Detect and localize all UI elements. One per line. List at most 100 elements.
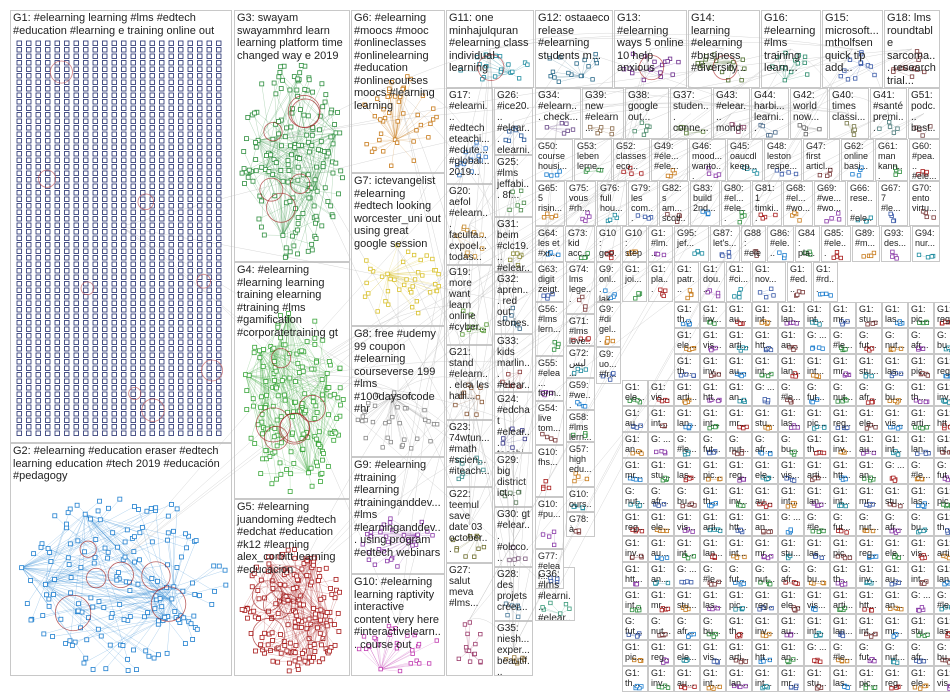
vertex-node[interactable] <box>666 174 670 178</box>
vertex-node[interactable] <box>112 191 117 196</box>
vertex-node[interactable] <box>46 223 51 228</box>
vertex-node[interactable] <box>245 408 249 412</box>
vertex-node[interactable] <box>198 353 203 358</box>
vertex-node[interactable] <box>27 275 32 280</box>
vertex-node[interactable] <box>281 179 285 183</box>
vertex-node[interactable] <box>160 197 165 202</box>
vertex-node[interactable] <box>132 648 136 652</box>
vertex-node[interactable] <box>370 150 374 154</box>
vertex-node[interactable] <box>126 657 130 661</box>
vertex-node[interactable] <box>103 399 108 404</box>
vertex-node[interactable] <box>98 518 102 522</box>
vertex-node[interactable] <box>17 282 22 287</box>
vertex-node[interactable] <box>197 593 201 597</box>
vertex-node[interactable] <box>179 87 184 92</box>
vertex-node[interactable] <box>552 543 556 547</box>
vertex-node[interactable] <box>416 311 420 315</box>
vertex-node[interactable] <box>65 132 70 137</box>
vertex-node[interactable] <box>131 334 136 339</box>
vertex-node[interactable] <box>189 622 193 626</box>
group-panel-g8[interactable]: G8: free #udemy 99 coupon #elearning cou… <box>351 326 445 457</box>
vertex-node[interactable] <box>84 93 89 98</box>
group-panel-g25[interactable]: G25: #lms jeffabi... 8f... <box>494 155 533 217</box>
vertex-node[interactable] <box>160 67 165 72</box>
vertex-node[interactable] <box>198 256 203 261</box>
vertex-node[interactable] <box>315 189 319 193</box>
vertex-node[interactable] <box>96 509 100 513</box>
vertex-node[interactable] <box>27 152 32 157</box>
vertex-node[interactable] <box>188 67 193 72</box>
vertex-node[interactable] <box>290 153 294 157</box>
vertex-node[interactable] <box>588 215 592 219</box>
group-panel-cell[interactable]: G1: #lm... <box>648 226 673 262</box>
vertex-node[interactable] <box>17 314 22 319</box>
vertex-node[interactable] <box>141 353 146 358</box>
vertex-node[interactable] <box>207 262 212 267</box>
vertex-node[interactable] <box>285 649 289 653</box>
vertex-node[interactable] <box>46 373 51 378</box>
vertex-node[interactable] <box>169 321 174 326</box>
vertex-node[interactable] <box>131 61 136 66</box>
vertex-node[interactable] <box>55 100 60 105</box>
vertex-node[interactable] <box>547 535 551 539</box>
vertex-node[interactable] <box>122 366 127 371</box>
vertex-node[interactable] <box>84 405 89 410</box>
group-panel-g9[interactable]: G9: #elearning #training #learning #trai… <box>351 457 445 574</box>
vertex-node[interactable] <box>179 314 184 319</box>
vertex-node[interactable] <box>84 386 89 391</box>
vertex-node[interactable] <box>65 236 70 241</box>
vertex-node[interactable] <box>36 353 41 358</box>
vertex-node[interactable] <box>27 145 32 150</box>
vertex-node[interactable] <box>17 386 22 391</box>
vertex-node[interactable] <box>160 61 165 66</box>
vertex-node[interactable] <box>65 100 70 105</box>
vertex-node[interactable] <box>136 507 140 511</box>
vertex-node[interactable] <box>65 54 70 59</box>
vertex-node[interactable] <box>802 126 806 129</box>
vertex-node[interactable] <box>55 418 60 423</box>
vertex-node[interactable] <box>27 321 32 326</box>
vertex-node[interactable] <box>65 405 70 410</box>
group-panel-mini[interactable]: G: #le... <box>830 328 856 354</box>
vertex-node[interactable] <box>179 262 184 267</box>
vertex-node[interactable] <box>112 405 117 410</box>
vertex-node[interactable] <box>207 113 212 118</box>
vertex-node[interactable] <box>46 236 51 241</box>
vertex-node[interactable] <box>315 411 319 415</box>
vertex-node[interactable] <box>179 119 184 124</box>
vertex-node[interactable] <box>188 412 193 417</box>
vertex-node[interactable] <box>259 643 263 647</box>
vertex-node[interactable] <box>198 106 203 111</box>
group-panel-mini[interactable]: G: nut... <box>882 328 908 354</box>
vertex-node[interactable] <box>169 204 174 209</box>
vertex-node[interactable] <box>150 386 155 391</box>
vertex-node[interactable] <box>381 150 385 154</box>
vertex-node[interactable] <box>323 186 327 190</box>
vertex-node[interactable] <box>312 642 316 646</box>
vertex-node[interactable] <box>122 262 127 267</box>
group-panel-g18[interactable]: G18: lms roundtable sarcoma... research … <box>884 10 940 88</box>
vertex-node[interactable] <box>46 308 51 313</box>
vertex-node[interactable] <box>150 577 154 581</box>
vertex-node[interactable] <box>46 353 51 358</box>
vertex-node[interactable] <box>131 152 136 157</box>
vertex-node[interactable] <box>122 67 127 72</box>
vertex-node[interactable] <box>122 210 127 215</box>
vertex-node[interactable] <box>122 204 127 209</box>
vertex-node[interactable] <box>65 314 70 319</box>
vertex-node[interactable] <box>55 139 60 144</box>
vertex-node[interactable] <box>169 360 174 365</box>
vertex-node[interactable] <box>242 167 246 171</box>
vertex-node[interactable] <box>36 399 41 404</box>
vertex-node[interactable] <box>160 113 165 118</box>
vertex-node[interactable] <box>217 191 222 196</box>
vertex-node[interactable] <box>36 308 41 313</box>
vertex-node[interactable] <box>198 360 203 365</box>
vertex-node[interactable] <box>36 67 41 72</box>
vertex-node[interactable] <box>217 314 222 319</box>
vertex-node[interactable] <box>112 178 117 183</box>
vertex-node[interactable] <box>179 113 184 118</box>
vertex-node[interactable] <box>396 120 400 124</box>
vertex-node[interactable] <box>27 139 32 144</box>
vertex-node[interactable] <box>571 128 575 132</box>
